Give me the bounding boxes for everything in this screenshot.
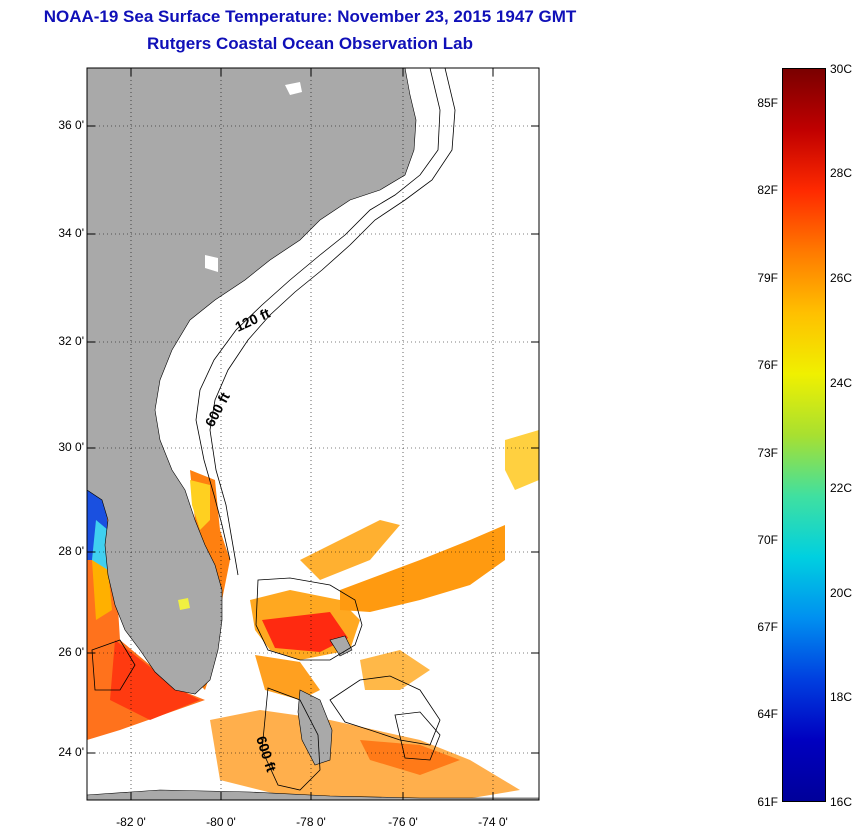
colorbar-label-f: 85F — [757, 96, 778, 110]
colorbar-label-f: 82F — [757, 183, 778, 197]
colorbar-label-f: 64F — [757, 707, 778, 721]
lon-label: -78 0' — [296, 815, 326, 829]
lat-label: 36 0' — [58, 118, 84, 132]
lat-label: 26 0' — [58, 645, 84, 659]
axis-ticks — [87, 68, 539, 800]
colorbar-label-c: 28C — [830, 166, 853, 180]
isobath-lines — [91, 68, 456, 791]
map-title: NOAA-19 Sea Surface Temperature: Novembe… — [43, 7, 577, 26]
bahamas-island — [297, 689, 333, 766]
colorbar-label-f: 70F — [757, 533, 778, 547]
colorbar-label-f: 61F — [757, 795, 778, 809]
lat-label: 32 0' — [58, 334, 84, 348]
colorbar-label-f: 67F — [757, 620, 778, 634]
lat-label: 28 0' — [58, 544, 84, 558]
map-subtitle: Rutgers Coastal Ocean Observation Lab — [147, 34, 473, 53]
colorbar-label-c: 20C — [830, 586, 853, 600]
colorbar-label-c: 16C — [830, 795, 853, 809]
colorbar-label-c: 26C — [830, 271, 853, 285]
colorbar-label-f: 73F — [757, 446, 778, 460]
land-mass — [87, 68, 417, 695]
bahamas-island — [329, 635, 353, 657]
lat-label: 30 0' — [58, 440, 84, 454]
lon-label: -80 0' — [206, 815, 236, 829]
colorbar-label-c: 24C — [830, 376, 853, 390]
lon-label: -76 0' — [388, 815, 418, 829]
lon-label: -82 0' — [116, 815, 146, 829]
colorbar-label-c: 18C — [830, 690, 853, 704]
colorbar-label-f: 76F — [757, 358, 778, 372]
colorbar-label-c: 30C — [830, 62, 853, 76]
temperature-colorbar — [782, 68, 826, 802]
grid-lines — [87, 68, 539, 800]
lat-label: 24 0' — [58, 745, 84, 759]
colorbar-label-f: 79F — [757, 271, 778, 285]
lat-label: 34 0' — [58, 226, 84, 240]
lon-label: -74 0' — [478, 815, 508, 829]
map-frame — [86, 67, 540, 801]
colorbar-label-c: 22C — [830, 481, 853, 495]
cuba-coast — [87, 789, 539, 800]
